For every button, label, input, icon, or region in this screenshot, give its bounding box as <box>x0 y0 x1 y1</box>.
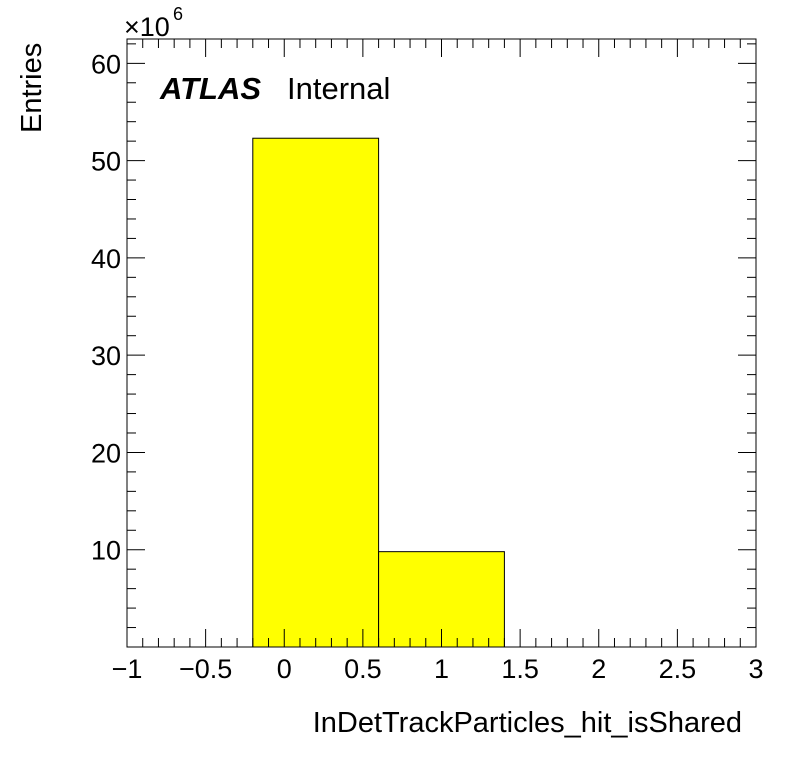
x-tick-label: 2 <box>591 654 606 684</box>
bars-group <box>252 137 505 648</box>
internal-label: Internal <box>287 71 390 106</box>
y-tick-label: 10 <box>91 536 121 566</box>
ticks-group <box>126 39 757 647</box>
atlas-label: ATLAS <box>159 71 261 106</box>
y-axis-title: Entries <box>16 43 48 133</box>
x-tick-label: −0.5 <box>179 654 232 684</box>
x-tick-label: 1.5 <box>501 654 539 684</box>
x-tick-label: 3 <box>748 654 763 684</box>
x-tick-labels: −1 −0.5 0 0.5 1 1.5 2 2.5 3 <box>112 654 764 684</box>
x-axis-title: InDetTrackParticles_hit_isShared <box>313 707 742 739</box>
x-tick-label: 0.5 <box>344 654 382 684</box>
histogram-bin-0 <box>252 137 380 648</box>
y-tick-labels: 10 20 30 40 50 60 <box>91 49 121 565</box>
y-tick-label: 40 <box>91 244 121 274</box>
y-multiplier-base: ×10 <box>124 12 170 42</box>
y-tick-label: 60 <box>91 49 121 79</box>
y-tick-label: 50 <box>91 147 121 177</box>
x-tick-label: 1 <box>434 654 449 684</box>
y-tick-label: 30 <box>91 341 121 371</box>
x-tick-label: 2.5 <box>659 654 697 684</box>
y-multiplier-exponent: 6 <box>173 4 183 24</box>
x-tick-label: −1 <box>112 654 143 684</box>
y-tick-label: 20 <box>91 438 121 468</box>
x-tick-label: 0 <box>277 654 292 684</box>
